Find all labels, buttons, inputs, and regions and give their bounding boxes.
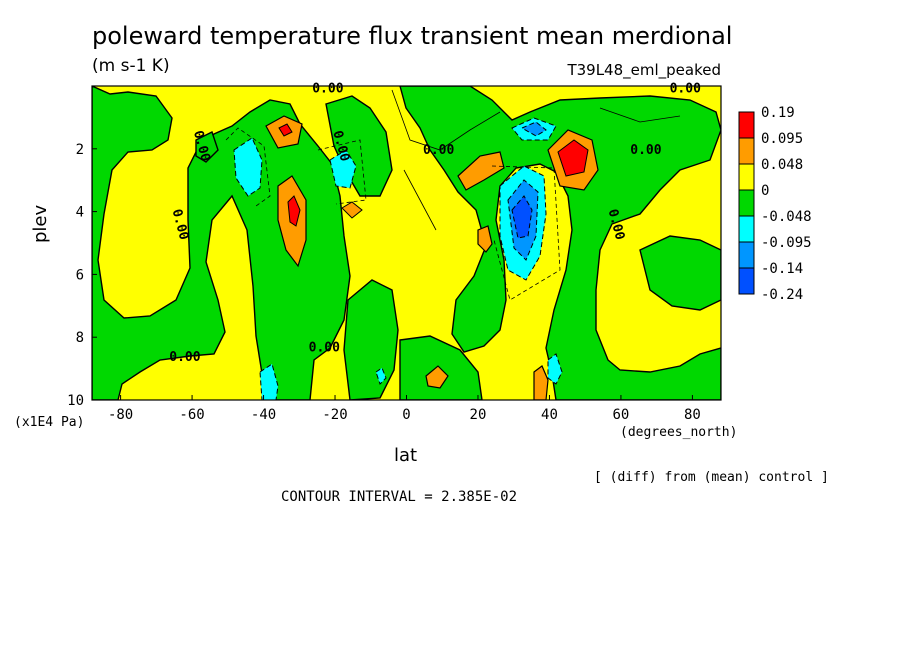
contour-interval: CONTOUR INTERVAL = 2.385E-02 [281,489,518,505]
colorbar-label: -0.24 [761,287,803,303]
positive-core [341,201,363,219]
x-tick-label: 80 [684,407,701,423]
colorbar-label: 0.095 [761,131,803,147]
positive-core [287,195,301,227]
diff-note: [ (diff) from (mean) control ] [594,470,829,485]
contour-label: 0.00 [670,82,701,97]
positive-core [425,365,449,389]
x-tick-label: 0 [402,407,410,423]
y-tick-label: 4 [76,205,84,221]
y-tick-label: 6 [76,267,84,283]
x-tick-label: -40 [251,407,276,423]
colorbar-label: 0 [761,183,769,199]
x-tick-label: -20 [322,407,347,423]
colorbar: 0.19 0.095 0.048 0 -0.048 -0.095 -0.14 -0.24 [738,105,812,303]
negative-core [329,149,357,189]
x-axis-units: (degrees_north) [620,425,738,440]
negative-region [399,335,483,400]
contour-label: 0.00 [309,341,340,356]
negative-core [511,195,533,239]
y-axis-units: (x1E4 Pa) [14,415,85,430]
y-tick-label: 2 [76,142,84,158]
contour-line [225,127,561,301]
contour-label: 0.00 [630,143,661,158]
colorbar-swatch [738,189,755,217]
positive-core [533,365,549,400]
units-label: (m s-1 K) [92,56,170,76]
contour-label: 0.00 [312,82,343,97]
x-tick-label: 20 [470,407,487,423]
colorbar-swatch [738,163,755,191]
colorbar-swatch [738,241,755,269]
colorbar-label: -0.14 [761,261,803,277]
positive-core [557,139,589,177]
x-tick-label: -80 [108,407,133,423]
contour-label: 0.00 [423,143,454,158]
contour-line [391,89,681,231]
negative-core [259,363,279,400]
positive-core [457,151,505,191]
x-axis-label: lat [394,445,418,466]
negative-core [233,137,263,197]
contour-fields [92,86,721,400]
negative-core [547,353,563,385]
colorbar-label: 0.19 [761,105,795,121]
colorbar-swatch [738,137,755,165]
experiment-label: T39L48_eml_peaked [567,61,721,79]
negative-core [520,121,547,137]
colorbar-swatch [738,267,755,295]
positive-core [278,123,293,137]
negative-core [375,367,387,385]
x-tick-label: 60 [613,407,630,423]
x-axis: -80 -60 -40 -20 0 20 40 60 80 [108,395,701,423]
colorbar-label: -0.048 [761,209,812,225]
y-tick-label: 8 [76,330,84,346]
negative-region [343,279,399,400]
x-tick-label: 40 [541,407,558,423]
colorbar-label: 0.048 [761,157,803,173]
colorbar-label: -0.095 [761,235,812,251]
y-axis: 2 4 6 8 10 [67,142,97,409]
colorbar-swatch [738,111,755,139]
y-tick-label: 10 [67,393,84,409]
colorbar-swatch [738,215,755,243]
negative-region [195,131,219,163]
chart-title: poleward temperature flux transient mean… [92,22,733,50]
negative-region [639,235,721,311]
x-tick-label: -60 [179,407,204,423]
positive-core [477,225,493,253]
contour-label: 0.00 [169,350,200,365]
